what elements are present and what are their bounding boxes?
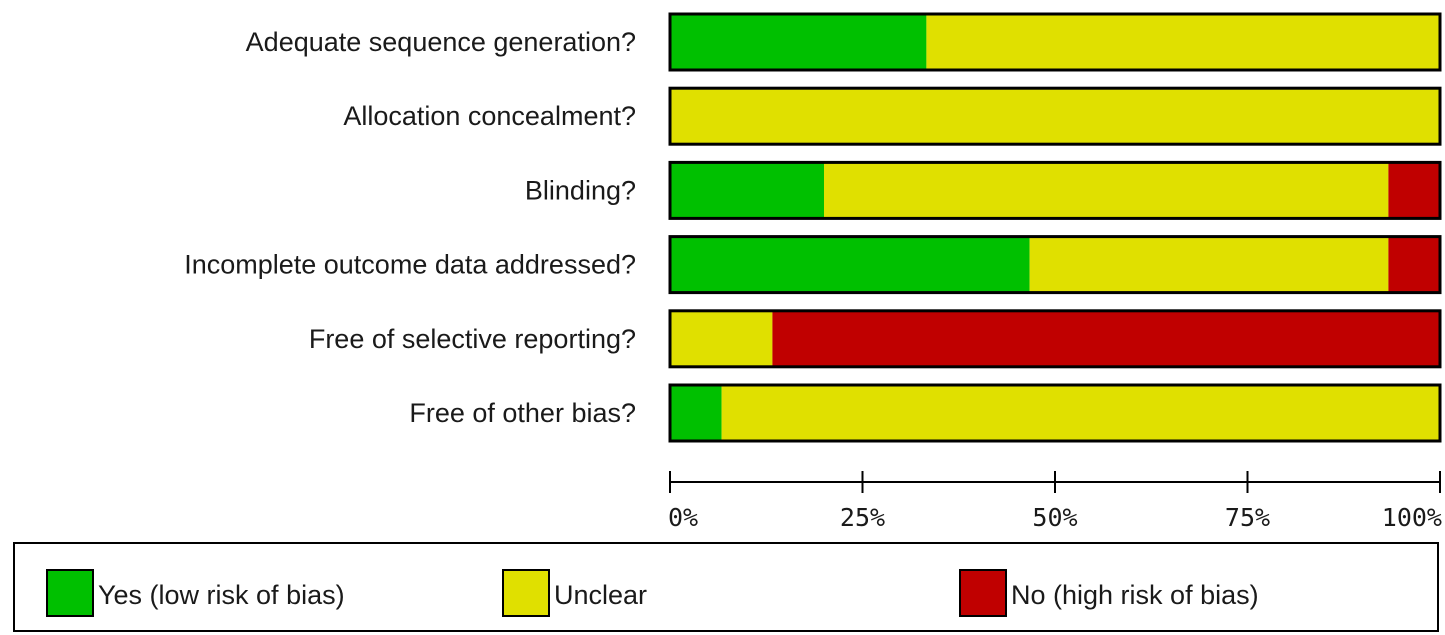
bar-segment-unclear [670,310,773,367]
bar-outline [668,12,1442,72]
category-label: Blinding? [525,175,636,205]
legend-label: Unclear [554,580,647,610]
x-tick-label: 0% [668,503,698,532]
row-3: Incomplete outcome data addressed? [184,235,1442,295]
row-5: Free of other bias? [409,383,1442,443]
category-label: Allocation concealment? [343,101,636,131]
bar-segment-low [670,14,927,70]
bar-rows: Adequate sequence generation? Allocation … [184,12,1442,443]
legend-swatch-unclear [502,569,550,617]
bar-segment-low [670,162,824,219]
x-tick-label: 75% [1225,503,1270,532]
bar-segment-unclear [670,88,1440,145]
x-tick-label: 50% [1032,503,1077,532]
bar-segment-unclear [926,14,1440,70]
row-0: Adequate sequence generation? [246,12,1442,72]
bar-outline [668,309,1442,369]
x-axis: 0% 25% 50% 75% 100% [668,471,1442,532]
legend-box [13,542,1439,632]
bar-outline [668,235,1442,295]
bar-segment-low [670,385,722,441]
legend-swatch-high [959,569,1007,617]
category-label: Free of selective reporting? [309,324,636,354]
bar-segment-low [670,236,1030,293]
row-1: Allocation concealment? [343,86,1442,146]
legend-label: Yes (low risk of bias) [98,580,345,610]
category-label: Adequate sequence generation? [246,27,636,57]
x-tick-label: 25% [840,503,885,532]
row-2: Blinding? [525,160,1442,220]
bar-segment-unclear [721,385,1440,441]
bar-segment-high [772,310,1440,367]
bar-segment-high [1388,236,1440,293]
legend-swatch-low [46,569,94,617]
category-label: Incomplete outcome data addressed? [184,250,636,280]
bar-segment-unclear [1029,236,1389,293]
legend: Yes (low risk of bias) Unclear No (high ri… [13,542,1439,632]
bar-outline [668,86,1442,146]
bar-segment-high [1388,162,1440,219]
row-4: Free of selective reporting? [309,309,1442,369]
category-label: Free of other bias? [409,398,636,428]
legend-label: No (high risk of bias) [1011,580,1259,610]
bar-outline [668,160,1442,220]
x-tick-label: 100% [1382,503,1442,532]
bar-outline [668,383,1442,443]
bar-segment-unclear [824,162,1389,219]
